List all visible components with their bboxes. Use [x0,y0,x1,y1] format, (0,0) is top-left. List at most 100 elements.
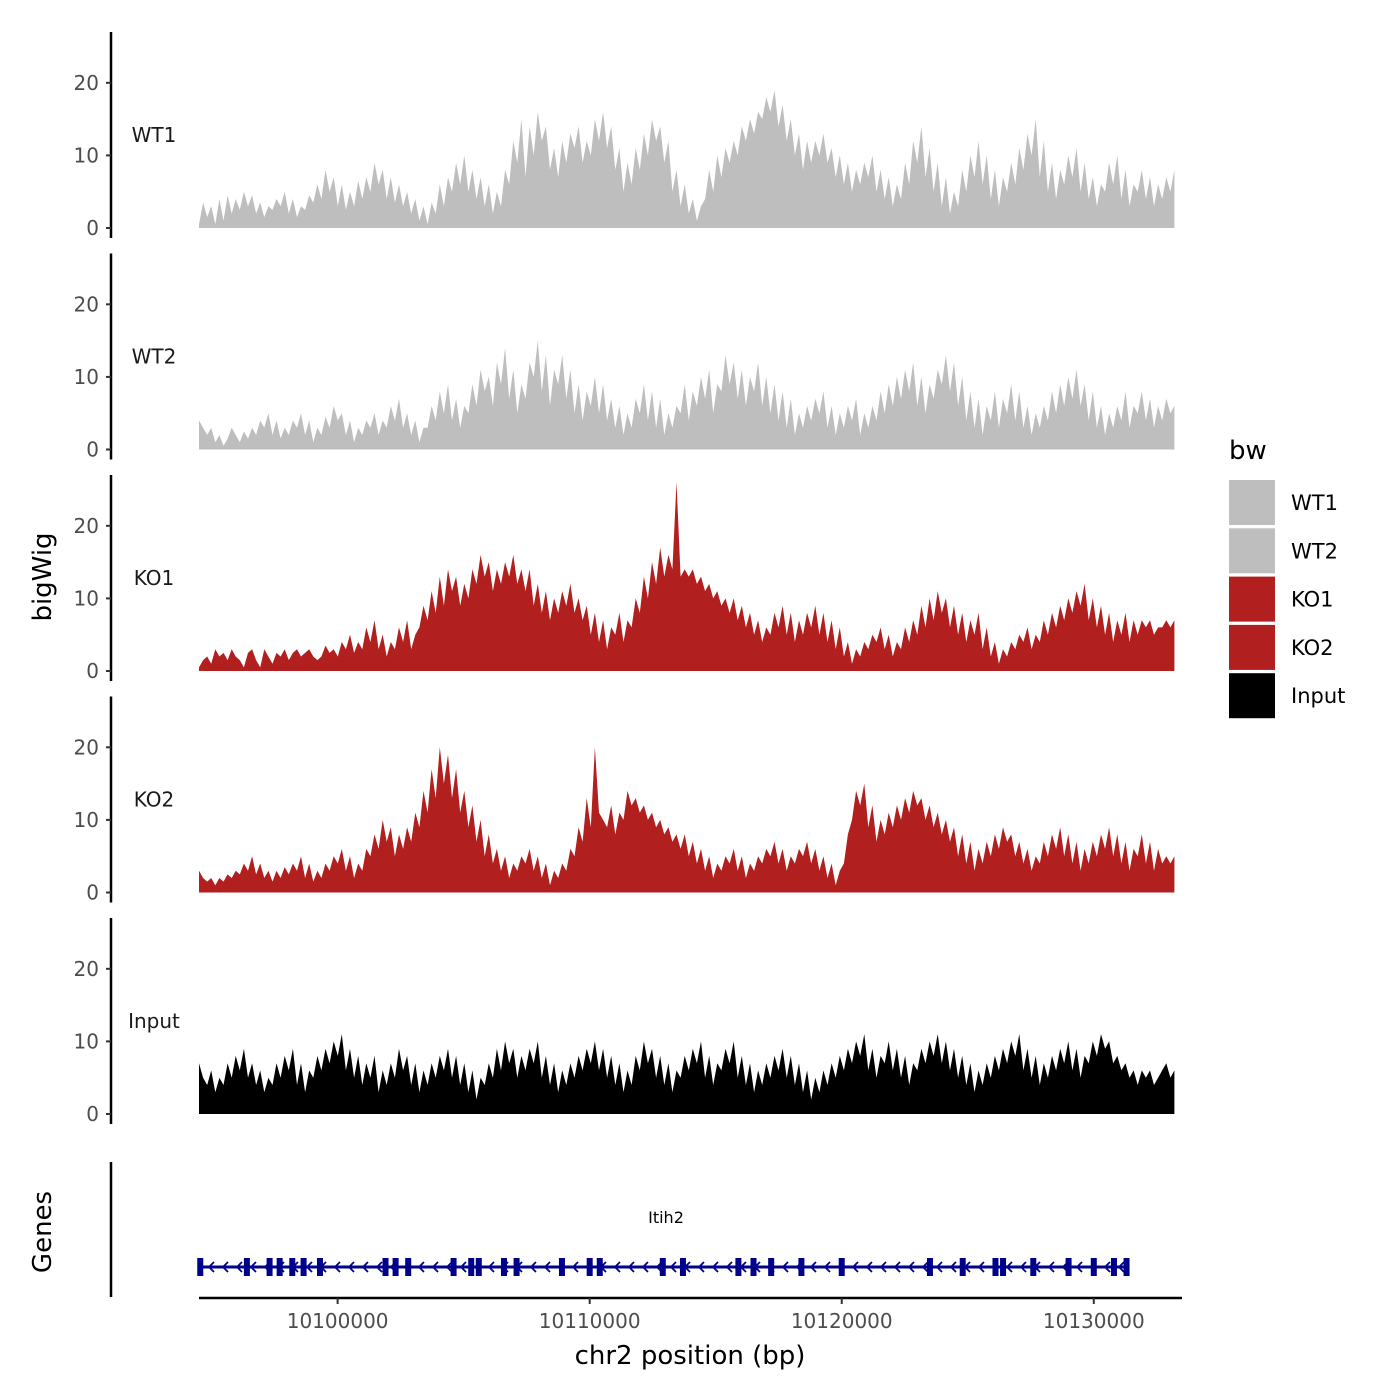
exon-25 [838,1258,845,1276]
strand-arrow [445,1261,453,1273]
y-tick-label-input-10: 10 [74,1029,99,1053]
y-tick-label-ko2-0: 0 [86,881,99,905]
genes-panel: Genes Itih2 [28,1162,1130,1297]
exon-7 [316,1258,323,1276]
x-ticks: 10100000 10110000 10120000 10130000 [287,1298,1145,1333]
legend-label-wt2: WT2 [1291,539,1338,563]
strand-arrow [711,1261,719,1273]
strand-arrow [823,1261,831,1273]
exon-8 [382,1258,389,1276]
exon-27 [959,1258,966,1276]
x-axis: 10100000 10110000 10120000 10130000 chr2 po… [199,1296,1182,1371]
y-tick-label-ko1-0: 0 [86,659,99,683]
strand-arrow [1047,1261,1055,1273]
exon-34 [1123,1258,1130,1276]
strand-arrow [1019,1261,1027,1273]
exon-4 [276,1258,283,1276]
track-label-wt1: WT1 [132,123,177,147]
strand-arrow [851,1261,859,1273]
strand-arrow [977,1261,985,1273]
strand-arrow [207,1261,215,1273]
strand-arrow [431,1261,439,1273]
strand-arrow [333,1261,341,1273]
strand-arrow [1117,1261,1125,1273]
exon-20 [679,1258,686,1276]
strand-arrow [543,1261,551,1273]
strand-arrow [361,1261,369,1273]
exon-24 [798,1258,805,1276]
strand-arrow [459,1261,467,1273]
strand-arrow [347,1261,355,1273]
exon-30 [1030,1258,1037,1276]
x-tick-label-10120000: 10120000 [791,1309,893,1333]
strand-arrow [529,1261,537,1273]
x-tick-label-10100000: 10100000 [287,1309,389,1333]
genes-title: Genes [28,1191,58,1273]
strand-arrow [781,1261,789,1273]
track-input: 0 10 20 Input [74,918,1175,1126]
exon-13 [475,1258,482,1276]
strand-arrow [305,1261,313,1273]
track-wt2: 0 10 20 WT2 [74,253,1175,462]
exon-18 [596,1258,603,1276]
exon-14 [500,1258,507,1276]
track-label-ko1: KO1 [134,566,175,590]
y-tick-label-ko2-20: 20 [74,735,99,759]
exon-17 [586,1258,593,1276]
strand-arrow [1103,1261,1111,1273]
track-ko2: 0 10 20 KO2 [74,696,1175,905]
y-axis-title: bigWig [28,532,58,621]
legend-label-ko2: KO2 [1291,636,1334,660]
legend-label-wt1: WT1 [1291,491,1338,515]
exon-5 [289,1258,296,1276]
track-label-input: Input [128,1009,180,1033]
strand-arrow [893,1261,901,1273]
exon-21 [735,1258,742,1276]
legend-title: bw [1229,436,1267,466]
strand-arrow [949,1261,957,1273]
exon-31 [1065,1258,1072,1276]
exon-16 [558,1258,565,1276]
y-tick-label-wt2-10: 10 [74,365,99,389]
y-tick-label-wt1-0: 0 [86,216,99,240]
exon-29 [1000,1258,1007,1276]
tracks: 0 10 20 WT1 0 10 20 WT2 0 10 20 KO1 0 10 20 KO2 0 10 20 Inp… [74,32,1175,1126]
strand-arrow [725,1261,733,1273]
strand-arrow [641,1261,649,1273]
strand-arrow [809,1261,817,1273]
exon-15 [513,1258,520,1276]
legend-label-input: Input [1291,684,1345,708]
exon-10 [405,1258,412,1276]
y-tick-label-ko1-10: 10 [74,586,99,610]
area-wt2 [199,340,1175,450]
strand-arrow [249,1261,257,1273]
exon-23 [768,1258,775,1276]
x-tick-label-10110000: 10110000 [539,1309,641,1333]
y-tick-label-input-20: 20 [74,957,99,981]
track-label-wt2: WT2 [132,345,177,369]
strand-arrow [1005,1261,1013,1273]
legend-items: WT1 WT2 KO1 KO2 Input [1229,480,1345,719]
legend: bw WT1 WT2 KO1 KO2 Input [1229,436,1345,719]
strand-arrow [487,1261,495,1273]
area-wt1 [199,90,1175,228]
y-tick-label-wt1-10: 10 [74,143,99,167]
exon-2 [243,1258,250,1276]
exon-28 [992,1258,999,1276]
legend-label-ko1: KO1 [1291,588,1334,612]
strand-arrow [697,1261,705,1273]
exon-32 [1090,1258,1097,1276]
y-tick-label-wt2-20: 20 [74,292,99,316]
x-tick-label-10130000: 10130000 [1043,1309,1145,1333]
area-ko2 [199,747,1175,893]
y-tick-label-ko1-20: 20 [74,514,99,538]
exon-9 [392,1258,399,1276]
track-ko1: 0 10 20 KO1 [74,475,1175,683]
y-tick-label-ko2-10: 10 [74,808,99,832]
strand-arrow [235,1261,243,1273]
strand-arrow [571,1261,579,1273]
y-tick-label-wt2-0: 0 [86,438,99,462]
y-tick-label-wt1-20: 20 [74,71,99,95]
area-input [199,1034,1175,1114]
